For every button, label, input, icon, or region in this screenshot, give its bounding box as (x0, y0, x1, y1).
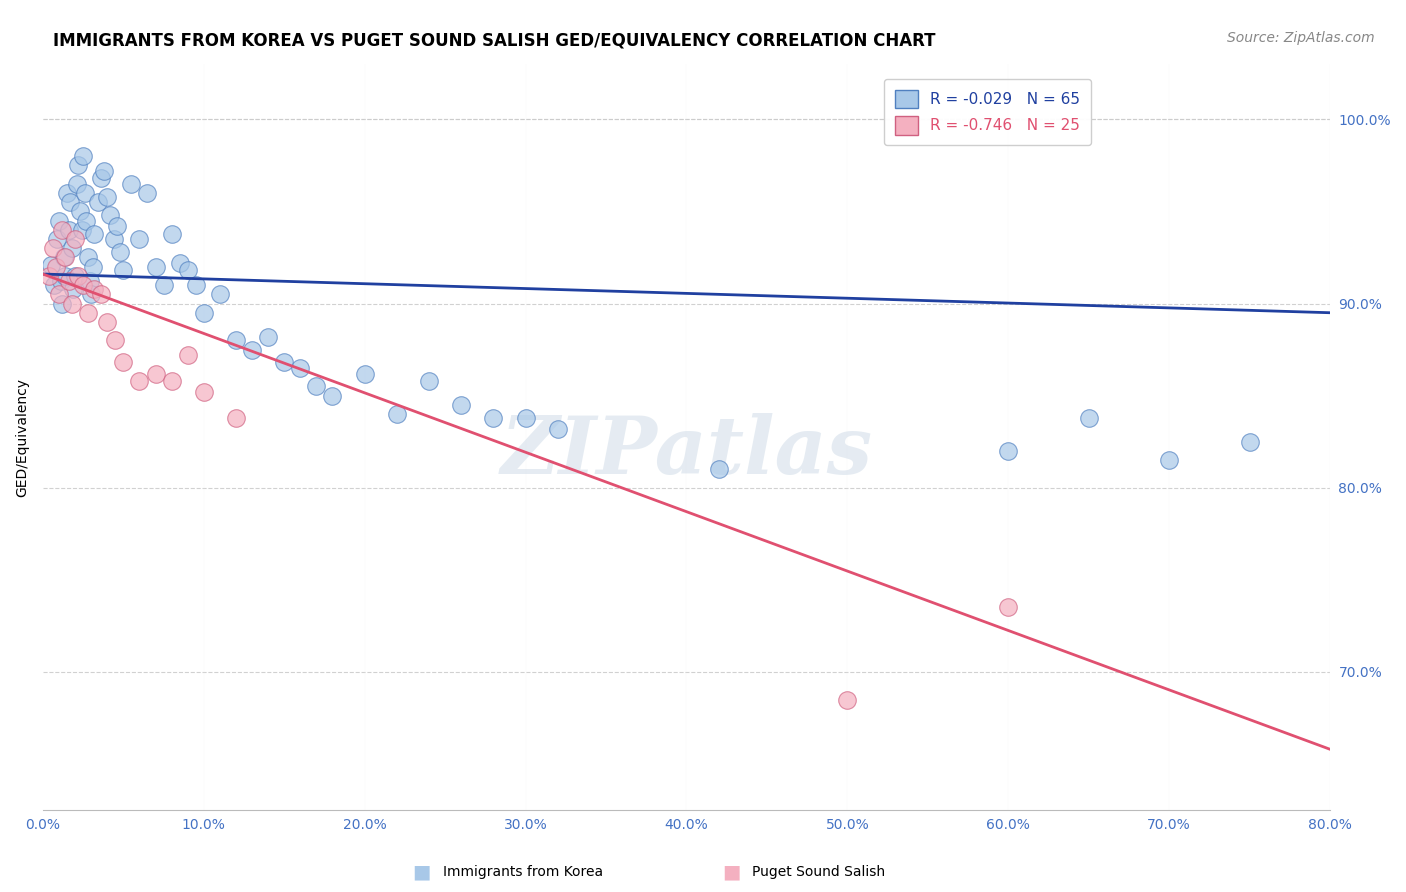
Point (1159, 453, 1181, 467)
Point (83, 227, 105, 241)
Point (385, 407, 408, 421)
Point (77, 251, 100, 265)
Point (305, 379, 328, 393)
Y-axis label: GED/Equivalency: GED/Equivalency (15, 377, 30, 497)
Text: ZIPatlas: ZIPatlas (501, 413, 873, 491)
Point (184, 278, 207, 293)
Point (128, 374, 150, 388)
Point (169, 256, 191, 270)
Point (193, 306, 215, 320)
Point (482, 410, 505, 425)
Text: Immigrants from Korea: Immigrants from Korea (443, 865, 603, 880)
Point (62, 282, 84, 296)
Point (1077, 410, 1099, 425)
Point (96, 315, 118, 329)
Point (60, 241, 83, 255)
Point (136, 186, 159, 200)
Point (515, 410, 537, 425)
Point (63, 232, 86, 246)
Point (51, 296, 73, 310)
Point (105, 219, 128, 234)
Point (353, 367, 375, 381)
Point (56, 186, 79, 200)
Point (39, 258, 62, 272)
Point (41, 241, 63, 255)
Point (58, 274, 80, 288)
Point (45, 260, 67, 274)
Point (66, 177, 89, 191)
Point (60, 296, 83, 310)
Legend: R = -0.029   N = 65, R = -0.746   N = 25: R = -0.029 N = 65, R = -0.746 N = 25 (884, 79, 1091, 145)
Point (108, 244, 131, 259)
Point (112, 263, 135, 277)
Point (837, 692, 859, 706)
Point (69, 204, 91, 219)
Point (90, 171, 112, 186)
Point (48, 287, 70, 301)
Text: Source: ZipAtlas.com: Source: ZipAtlas.com (1227, 31, 1375, 45)
Point (79, 274, 101, 288)
Point (93, 164, 115, 178)
Point (83, 282, 105, 296)
Point (63, 268, 86, 283)
Text: IMMIGRANTS FROM KOREA VS PUGET SOUND SALISH GED/EQUIVALENCY CORRELATION CHART: IMMIGRANTS FROM KOREA VS PUGET SOUND SAL… (53, 31, 936, 49)
Point (75, 213, 97, 227)
Point (176, 348, 198, 362)
Point (72, 278, 94, 293)
Point (80, 287, 103, 301)
Point (418, 374, 440, 388)
Point (100, 208, 122, 222)
Point (128, 232, 150, 246)
Point (257, 329, 280, 343)
Point (67, 268, 90, 283)
Point (67, 158, 90, 172)
Point (152, 278, 174, 293)
Point (44, 278, 66, 293)
Point (225, 410, 247, 425)
Point (997, 600, 1019, 615)
Point (52, 251, 75, 265)
Point (55, 268, 77, 283)
Point (120, 177, 142, 191)
Point (160, 374, 183, 388)
Point (273, 355, 295, 369)
Point (450, 398, 472, 412)
Point (77, 306, 100, 320)
Point (58, 223, 80, 237)
Point (145, 260, 167, 274)
Point (547, 422, 569, 436)
Point (193, 384, 215, 399)
Point (96, 189, 118, 203)
Point (70, 223, 93, 237)
Point (55, 251, 77, 265)
Point (145, 367, 167, 381)
Point (46, 232, 69, 246)
Point (90, 287, 112, 301)
Point (59, 195, 82, 210)
Point (240, 343, 263, 357)
Point (86, 195, 108, 210)
Point (225, 334, 247, 348)
Point (73, 186, 96, 200)
Point (176, 263, 198, 277)
Point (72, 149, 94, 163)
Point (208, 287, 231, 301)
Point (104, 334, 127, 348)
Point (51, 223, 73, 237)
Text: ■: ■ (721, 863, 741, 882)
Point (1239, 434, 1261, 449)
Point (290, 361, 312, 376)
Point (160, 227, 183, 241)
Point (707, 462, 730, 476)
Text: Puget Sound Salish: Puget Sound Salish (752, 865, 886, 880)
Text: ■: ■ (412, 863, 432, 882)
Point (48, 213, 70, 227)
Point (112, 355, 135, 369)
Point (38, 268, 60, 283)
Point (82, 260, 104, 274)
Point (997, 443, 1019, 458)
Point (321, 389, 343, 403)
Point (103, 232, 125, 246)
Point (49, 274, 72, 288)
